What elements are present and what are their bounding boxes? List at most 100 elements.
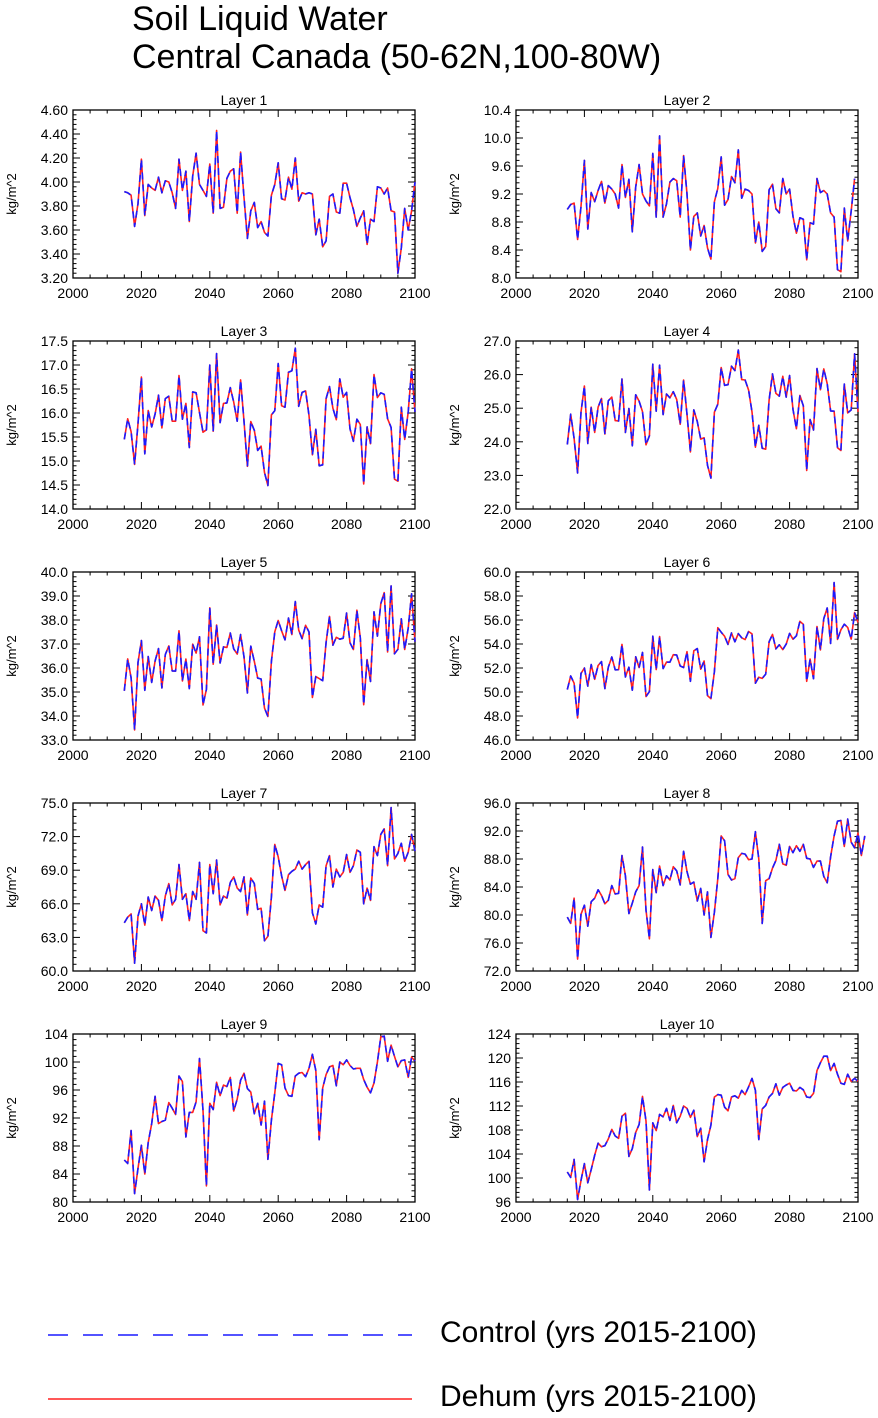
layer-10-xtick-label: 2080 — [774, 1209, 805, 1225]
layer-9-xtick-label: 2080 — [331, 1209, 362, 1225]
layer-10-series-dehum — [566, 1055, 859, 1201]
layer-7-xtick-label: 2100 — [399, 978, 430, 994]
layer-6-title: Layer 6 — [664, 554, 711, 570]
layer-2-ylabel: kg/m^2 — [447, 173, 462, 215]
layer-1-ylabel: kg/m^2 — [4, 173, 19, 215]
layer-10-xtick-label: 2020 — [569, 1209, 600, 1225]
layer-5-series-control — [123, 585, 416, 731]
layer-9-ytick-label: 104 — [45, 1026, 69, 1042]
layer-1-ytick-label: 4.20 — [41, 150, 68, 166]
legend-dehum-label: Dehum (yrs 2015-2100) — [440, 1380, 757, 1413]
layer-1-xtick-label: 2080 — [331, 285, 362, 301]
layer-7-series-dehum — [123, 806, 416, 965]
layer-8-title: Layer 8 — [664, 785, 711, 801]
layer-6-xtick-label: 2100 — [842, 747, 873, 763]
layer-8-ytick-label: 84.0 — [484, 879, 511, 895]
layer-4-ytick-label: 26.0 — [484, 367, 511, 383]
layer-2-title: Layer 2 — [664, 92, 711, 108]
layer-7-ytick-label: 63.0 — [41, 929, 68, 945]
layer-8-ytick-label: 96.0 — [484, 795, 511, 811]
layer-1-series-dehum — [124, 129, 416, 275]
layer-5-xtick-label: 2000 — [57, 747, 88, 763]
layer-10-ylabel: kg/m^2 — [447, 1097, 462, 1139]
title-line-2: Central Canada (50-62N,100-80W) — [132, 38, 662, 76]
layer-8-ytick-label: 92.0 — [484, 823, 511, 839]
layer-8-ytick-label: 88.0 — [484, 851, 511, 867]
layer-2-xtick-label: 2040 — [637, 285, 668, 301]
layer-8-series-control — [566, 818, 866, 960]
legend-swatches — [48, 1334, 412, 1400]
layer-3-ytick-label: 16.0 — [41, 405, 68, 421]
layer-10-xtick-label: 2040 — [637, 1209, 668, 1225]
layer-2-ytick-label: 10.0 — [484, 130, 511, 146]
layer-4-xtick-label: 2080 — [774, 516, 805, 532]
layer-8-ytick-label: 80.0 — [484, 907, 511, 923]
layer-10-xtick-label: 2060 — [706, 1209, 737, 1225]
layer-5-ytick-label: 38.0 — [41, 612, 68, 628]
layer-9-xtick-label: 2060 — [263, 1209, 294, 1225]
layer-9-ytick-label: 96 — [52, 1082, 68, 1098]
layer-8-xtick-label: 2040 — [637, 978, 668, 994]
layer-2-xtick-label: 2000 — [500, 285, 531, 301]
layer-4-xtick-label: 2100 — [842, 516, 873, 532]
layer-10-ytick-label: 104 — [488, 1146, 512, 1162]
layer-2-xtick-label: 2080 — [774, 285, 805, 301]
layer-6-ytick-label: 58.0 — [484, 588, 511, 604]
layer-9-frame — [72, 1033, 416, 1203]
layer-6-xtick-label: 2080 — [774, 747, 805, 763]
layer-6-ytick-label: 56.0 — [484, 612, 511, 628]
layer-8-xtick-label: 2020 — [569, 978, 600, 994]
layer-1-xtick-label: 2020 — [126, 285, 157, 301]
layer-5-xtick-label: 2040 — [194, 747, 225, 763]
layer-1-ytick-label: 3.60 — [41, 222, 68, 238]
layer-8-xtick-label: 2000 — [500, 978, 531, 994]
layer-6-xtick-label: 2040 — [637, 747, 668, 763]
layer-10-series-control — [566, 1055, 859, 1201]
layer-1-xtick-label: 2100 — [399, 285, 430, 301]
layer-7-xtick-label: 2000 — [57, 978, 88, 994]
layer-5-xtick-label: 2020 — [126, 747, 157, 763]
layer-1-xtick-label: 2060 — [263, 285, 294, 301]
layer-3-ytick-label: 17.0 — [41, 357, 68, 373]
layer-9-ytick-label: 80 — [52, 1194, 68, 1210]
layer-5-ylabel: kg/m^2 — [4, 635, 19, 677]
layer-7-ytick-label: 75.0 — [41, 795, 68, 811]
layer-10-xtick-label: 2100 — [842, 1209, 873, 1225]
layer-6-xtick-label: 2060 — [706, 747, 737, 763]
layer-4-xtick-label: 2020 — [569, 516, 600, 532]
layer-4-xtick-label: 2060 — [706, 516, 737, 532]
layer-9-series-control — [123, 1035, 416, 1195]
layer-7-ytick-label: 72.0 — [41, 829, 68, 845]
layer-5-ytick-label: 35.0 — [41, 684, 68, 700]
layer-8-frame — [515, 802, 859, 972]
layer-6-xtick-label: 2020 — [569, 747, 600, 763]
layer-3-xtick-label: 2040 — [194, 516, 225, 532]
layer-3-ytick-label: 17.5 — [41, 333, 68, 349]
layer-4-ytick-label: 25.0 — [484, 400, 511, 416]
layer-2-xtick-label: 2100 — [842, 285, 873, 301]
layer-10-ytick-label: 120 — [488, 1050, 512, 1066]
layer-2-ytick-label: 8.0 — [492, 270, 512, 286]
layer-9-xtick-label: 2000 — [57, 1209, 88, 1225]
layer-2-ytick-label: 10.4 — [484, 102, 511, 118]
layer-9-ytick-label: 88 — [52, 1138, 68, 1154]
layer-7-xtick-label: 2040 — [194, 978, 225, 994]
layer-5-ytick-label: 37.0 — [41, 636, 68, 652]
layer-8-ytick-label: 72.0 — [484, 963, 511, 979]
layer-6-ytick-label: 48.0 — [484, 708, 511, 724]
layer-5-xtick-label: 2100 — [399, 747, 430, 763]
layer-6-ytick-label: 46.0 — [484, 732, 511, 748]
layer-9-ytick-label: 84 — [52, 1166, 68, 1182]
layer-4-xtick-label: 2040 — [637, 516, 668, 532]
layer-4-ytick-label: 22.0 — [484, 501, 511, 517]
layer-1-title: Layer 1 — [221, 92, 268, 108]
layer-5-title: Layer 5 — [221, 554, 268, 570]
layer-1-ytick-label: 4.00 — [41, 174, 68, 190]
layer-6-ytick-label: 52.0 — [484, 660, 511, 676]
layer-3-xtick-label: 2060 — [263, 516, 294, 532]
layer-2-ytick-label: 8.8 — [492, 214, 512, 230]
layer-4-ytick-label: 23.0 — [484, 467, 511, 483]
layer-5-ytick-label: 39.0 — [41, 588, 68, 604]
layer-4-series-control — [566, 349, 859, 479]
layer-3-xtick-label: 2000 — [57, 516, 88, 532]
